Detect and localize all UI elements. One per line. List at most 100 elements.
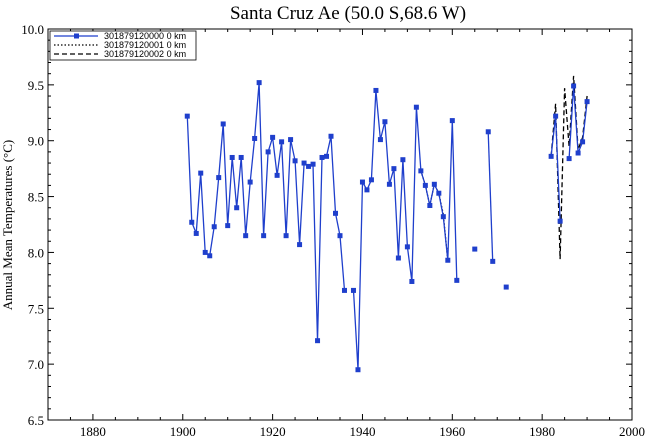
data-point	[382, 119, 388, 125]
data-point	[350, 287, 356, 293]
plot-area: 1880 1900 1920 1940 1960 1980 2000 6.5 7.0 7.5 8.0…	[21, 22, 645, 438]
legend-label-0: 301879120000 0 km	[104, 31, 186, 41]
y-tick-label: 8.5	[28, 190, 44, 205]
series-2-line	[550, 75, 588, 260]
data-point	[243, 233, 249, 239]
data-point	[225, 223, 231, 229]
data-point	[436, 190, 442, 196]
data-point	[566, 156, 572, 162]
legend-label-1: 301879120001 0 km	[104, 40, 186, 50]
data-point	[202, 249, 208, 255]
data-point	[431, 181, 437, 187]
data-point	[207, 253, 213, 259]
data-point	[580, 139, 586, 145]
data-point	[315, 338, 321, 344]
legend-marker	[74, 33, 79, 39]
data-point	[355, 367, 361, 373]
y-tick-label: 7.0	[28, 357, 44, 372]
data-point	[301, 160, 307, 166]
y-tick-label: 9.0	[28, 134, 44, 149]
x-tick-label: 1940	[349, 424, 375, 438]
series-0	[184, 80, 590, 373]
y-tick-label: 8.0	[28, 245, 44, 260]
data-point	[341, 287, 347, 293]
data-point	[427, 203, 433, 209]
series-0-line	[568, 85, 588, 159]
data-point	[229, 154, 235, 160]
data-point	[391, 166, 397, 172]
data-point	[247, 179, 253, 185]
x-tick-label: 1960	[439, 424, 465, 438]
data-point	[548, 153, 554, 159]
data-point	[319, 154, 325, 160]
series-0-line	[487, 131, 494, 262]
data-point	[274, 172, 280, 178]
data-point	[220, 121, 226, 127]
data-point	[490, 258, 496, 264]
data-point	[445, 257, 451, 263]
data-point	[265, 149, 271, 155]
series-0-line	[352, 90, 458, 370]
data-point	[454, 277, 460, 283]
data-point	[413, 104, 419, 110]
data-point	[409, 278, 415, 284]
data-point	[368, 177, 374, 183]
y-tick-label: 7.5	[28, 301, 44, 316]
x-tick-label: 1920	[260, 424, 286, 438]
data-point	[211, 224, 217, 230]
data-point	[503, 284, 509, 290]
data-point	[333, 210, 339, 216]
data-point	[292, 158, 298, 164]
data-point	[288, 137, 294, 143]
data-point	[234, 205, 240, 211]
data-point	[418, 168, 424, 174]
data-point	[449, 118, 455, 124]
data-point	[557, 218, 563, 224]
series-2	[550, 75, 588, 260]
y-tick-label: 9.5	[28, 78, 44, 93]
data-point	[261, 233, 267, 239]
y-tick-label: 6.5	[28, 413, 44, 428]
data-point	[472, 246, 478, 252]
data-point	[364, 187, 370, 193]
data-point	[395, 255, 401, 261]
data-point	[270, 134, 276, 140]
plot-frame	[47, 28, 633, 421]
data-point	[310, 161, 316, 167]
data-point	[198, 170, 204, 176]
data-point	[184, 113, 190, 119]
data-point	[400, 157, 406, 163]
data-point	[386, 181, 392, 187]
y-tick-label: 10.0	[21, 22, 44, 37]
data-point	[238, 154, 244, 160]
data-point	[575, 150, 581, 156]
data-point	[252, 135, 258, 141]
y-axis-label: Annual Mean Temperatures (°C)	[0, 140, 15, 310]
x-tick-label: 1880	[80, 424, 106, 438]
chart-title: Santa Cruz Ae (50.0 S,68.6 W)	[230, 3, 466, 24]
data-point	[328, 133, 334, 139]
data-point	[189, 219, 195, 225]
data-point	[256, 80, 262, 86]
data-point	[440, 214, 446, 220]
data-point	[485, 129, 491, 135]
data-point	[306, 163, 312, 169]
data-point	[404, 244, 410, 250]
data-point	[297, 242, 303, 248]
data-point	[193, 230, 199, 236]
data-point	[553, 113, 559, 119]
data-point	[359, 179, 365, 185]
data-point	[324, 153, 330, 159]
x-tick-label: 1900	[170, 424, 196, 438]
series-0-line	[186, 82, 346, 341]
data-point	[584, 99, 590, 105]
legend-label-2: 301879120002 0 km	[104, 49, 186, 59]
data-point	[337, 233, 343, 239]
data-point	[279, 139, 285, 145]
data-point	[373, 87, 379, 93]
data-point	[571, 83, 577, 89]
x-tick-label: 1980	[529, 424, 555, 438]
data-point	[283, 233, 289, 239]
